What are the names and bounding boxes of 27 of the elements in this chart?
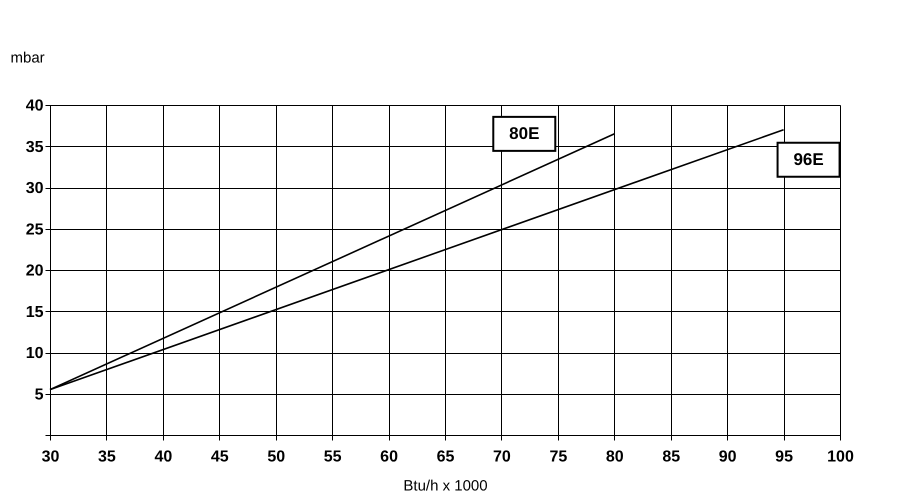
x-tick-label: 100 [827,448,854,466]
x-tick-label: 55 [324,448,342,466]
x-tick-label: 50 [267,448,286,466]
series-label: 80E [509,124,540,143]
x-tick-label: 95 [775,448,794,466]
y-tick-label: 20 [26,262,44,280]
y-tick-label: 40 [26,98,44,114]
x-tick-label: 35 [98,448,116,466]
y-tick-label: 30 [26,180,44,197]
x-tick-label: 60 [380,448,398,466]
x-tick-label: 40 [154,448,172,466]
x-tick-label: 80 [606,448,624,466]
x-tick-label: 85 [662,448,680,466]
y-tick-label: 15 [26,304,44,321]
y-tick-label: 35 [26,138,44,156]
x-tick-label: 70 [493,448,511,466]
series-label: 96E [793,150,824,169]
y-tick-label: 10 [26,345,44,362]
x-tick-label: 65 [436,448,454,466]
x-tick-label: 30 [42,448,60,466]
x-tick-label: 45 [210,448,229,466]
y-axis-title: mbar [10,50,45,66]
x-tick-label: 75 [549,448,568,466]
x-tick-label: 90 [718,448,737,466]
x-axis-title: Btu/h x 1000 [403,478,488,492]
y-tick-label: 5 [34,386,44,404]
y-tick-label: 25 [26,221,44,238]
